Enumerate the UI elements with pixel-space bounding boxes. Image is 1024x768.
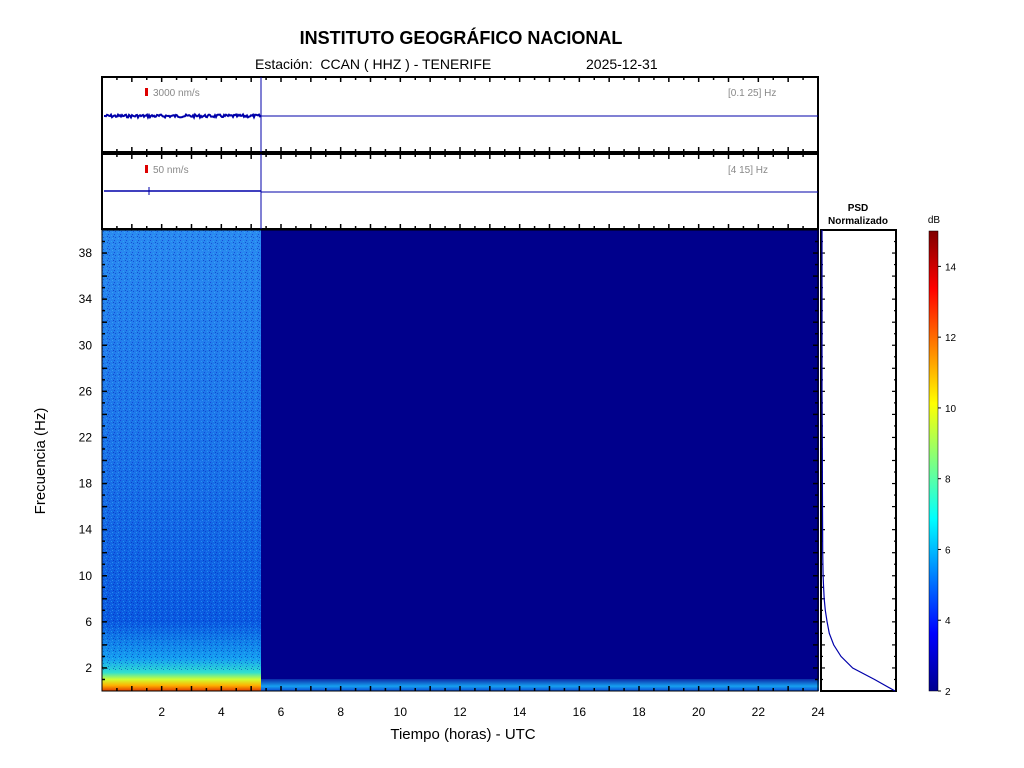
band-label: [4 15] Hz [728,165,768,176]
panel-frame [101,76,819,153]
y-tick-label: 38 [79,246,93,260]
colorbar-tick-label: 12 [945,333,957,344]
spectrogram-low-band [261,679,819,691]
colorbar-tick-label: 10 [945,404,957,415]
colorbar-tick-label: 6 [945,545,951,556]
colorbar: dB 2 4 6 8 10 12 14 [928,215,957,698]
x-tick-label: 14 [513,705,527,719]
band-label: [0.1 25] Hz [728,88,776,99]
psd-frame [820,229,897,692]
x-tick-label: 12 [453,705,467,719]
spectrogram-ticks [102,240,818,691]
spectrogram-quiet-region [261,230,819,691]
y-tick-label: 10 [79,569,93,583]
x-tick-label: 8 [337,705,344,719]
x-tick-label: 10 [394,705,408,719]
x-tick-label: 6 [278,705,285,719]
spectrogram-panel: 2 4 6 8 10 12 14 16 18 20 22 24 261014182226303438 … [32,229,825,743]
y-tick-label: 14 [79,523,93,537]
x-tick-label: 4 [218,705,225,719]
y-tick-label: 6 [85,615,92,629]
scale-marker [145,165,148,173]
scale-marker [145,88,148,96]
seismogram-panel-high: 50 nm/s [4 15] Hz [101,153,819,230]
colorbar-label: dB [928,215,941,226]
panel-ticks [116,77,804,152]
colorbar-tick-label: 4 [945,616,951,627]
psd-title-line2: Normalizado [828,216,888,227]
panel-ticks [116,154,804,229]
colorbar-tick-label: 2 [945,687,951,698]
x-tick-label: 16 [573,705,587,719]
y-tick-label: 30 [79,338,93,352]
spectrogram-noise [102,230,261,670]
scale-label: 50 nm/s [153,165,189,176]
x-axis-label: Tiempo (horas) - UTC [390,726,535,743]
psd-curve [821,230,896,692]
x-tick-label: 2 [158,705,165,719]
colorbar-tick-label: 8 [945,475,951,486]
x-tick-label: 24 [811,705,825,719]
x-tick-label: 18 [632,705,646,719]
y-tick-label: 22 [79,430,93,444]
colorbar-gradient [928,230,939,692]
y-tick-label: 2 [85,661,92,675]
date-label: 2025-12-31 [586,56,658,72]
psd-title-line1: PSD [848,203,869,214]
x-tick-label: 20 [692,705,706,719]
psd-ticks [821,240,896,681]
psd-panel: PSD Normalizado [820,203,897,692]
colorbar-ticks: 2 4 6 8 10 12 14 [938,262,957,698]
seismogram-panel-low: 3000 nm/s [0.1 25] Hz [101,76,819,153]
y-tick-label: 26 [79,384,93,398]
y-axis-label: Frecuencia (Hz) [32,408,49,515]
x-tick-label: 22 [752,705,766,719]
chart-title: INSTITUTO GEOGRÁFICO NACIONAL [299,28,623,48]
colorbar-tick-label: 14 [945,262,957,273]
station-label: Estación: CCAN ( HHZ ) - TENERIFE [255,56,492,72]
x-tick-labels: 2 4 6 8 10 12 14 16 18 20 22 24 [158,705,825,719]
scale-label: 3000 nm/s [153,88,200,99]
y-tick-label: 18 [79,477,93,491]
y-tick-label: 34 [79,292,93,306]
seismogram-trace [104,112,262,121]
